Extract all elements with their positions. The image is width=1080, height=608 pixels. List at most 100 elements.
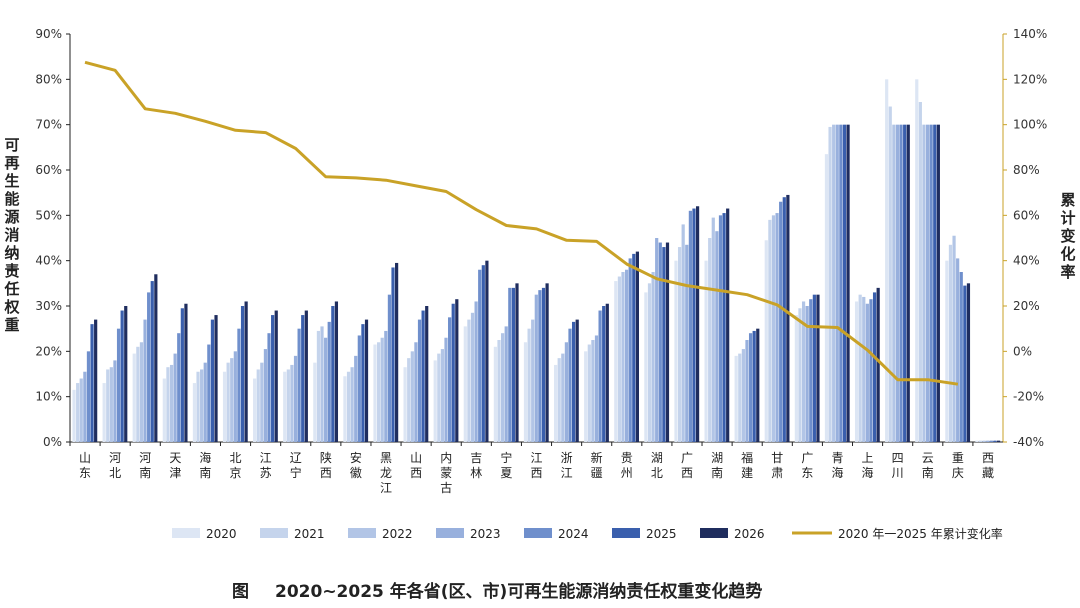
bar-2022 [741,349,745,442]
bar-2025 [722,213,726,442]
bar-2021 [978,440,983,442]
bar-2025 [180,308,184,442]
category-label: 甘肃 [771,451,783,480]
bar-2020 [403,367,407,442]
bar-2022 [350,367,354,442]
bar-2020 [975,440,979,442]
bar-2020 [945,260,949,442]
bar-2024 [989,440,993,442]
left-tick-label: 30% [35,299,62,313]
line-layer [84,60,959,386]
bar-2023 [173,353,177,442]
legend-swatch-2026 [700,528,728,538]
bar-2022 [531,319,535,442]
bar-2021 [377,342,381,442]
category-label: 陕西 [320,450,332,480]
bar-2023 [986,440,990,442]
bar-2020 [614,281,618,442]
bar-2022 [169,364,174,442]
bar-2020 [734,355,738,442]
right-tick-label: -40% [1013,435,1044,449]
bar-2024 [779,201,783,442]
bar-2024 [929,124,933,443]
bar-2021 [527,328,531,442]
bar-2020 [162,378,166,442]
axes: 0% 10% 20% 30% 40% 50% 60% 70% 80% 90% -40% -20% 0% 2… [35,27,1047,449]
bar-2022 [200,369,204,442]
bar-2024 [116,328,121,442]
bar-2023 [263,349,268,442]
bar-2021 [918,102,922,442]
bar-2026 [94,319,98,442]
bar-2026 [635,251,639,442]
category-label: 贵州 [621,451,633,480]
bar-2025 [782,197,786,442]
bar-2022 [79,378,83,442]
bar-2025 [602,306,606,442]
figure-caption: 图 2020~2025 年各省(区、市)可再生能源消纳责任权重变化趋势 [232,581,762,602]
bar-2025 [632,253,636,442]
category-label: 天津 [169,451,181,480]
bar-2024 [538,290,542,442]
bar-2020 [343,376,347,442]
left-tick-label: 40% [35,254,62,268]
category-label: 西藏 [982,451,994,480]
bar-2020 [493,346,498,442]
category-label: 山东 [79,451,91,480]
bar-2026 [304,310,308,442]
bar-2022 [380,337,384,442]
bar-2021 [106,369,110,442]
bar-2025 [150,281,154,442]
bar-2022 [892,124,896,443]
bar-2024 [839,124,843,443]
bar-2024 [177,333,181,442]
legend: 2020 2021 2022 2023 2024 2025 2026 2020 年一2025 … [172,526,1003,541]
bar-2021 [196,371,200,442]
bar-2023 [745,340,749,442]
legend-swatch-2020 [172,528,200,538]
bar-2021 [888,106,892,443]
bar-2025 [963,285,967,442]
legend-label-line: 2020 年一2025 年累计变化率 [838,526,1003,541]
caption-text: 2020~2025 年各省(区、市)可再生能源消纳责任权重变化趋势 [275,581,762,602]
bar-2022 [801,301,806,442]
bar-2022 [139,342,144,442]
bar-2026 [605,303,609,442]
bar-2021 [738,353,742,442]
category-label: 海南 [199,450,211,480]
bar-2024 [899,124,903,443]
bar-2023 [293,355,298,442]
category-label: 黑龙江 [380,451,392,495]
bars-layer [72,79,1001,443]
bar-2026 [124,306,128,442]
bar-2026 [996,440,1001,442]
bar-2022 [621,272,625,442]
category-label: 重庆 [952,451,964,480]
right-tick-label: 0% [1013,344,1032,358]
bar-2020 [72,389,76,442]
bar-2021 [286,369,290,442]
bar-2026 [816,294,820,442]
bar-2025 [331,306,335,442]
category-label: 湖北 [651,450,663,480]
bar-2022 [591,340,595,442]
bar-2021 [407,358,411,442]
bar-2021 [437,353,441,442]
bar-2020 [222,371,227,442]
category-label: 上海 [862,451,874,480]
left-tick-label: 0% [43,435,62,449]
bar-2026 [695,206,700,442]
bar-2021 [467,319,471,442]
left-tick-label: 60% [35,163,62,177]
category-label: 四川 [892,451,904,480]
bar-2020 [192,383,197,442]
bar-2021 [316,330,321,442]
bar-2023 [594,335,599,442]
left-tick-label: 50% [35,208,62,222]
category-label: 湖南 [711,450,723,480]
bar-2021 [768,219,772,442]
bar-2022 [711,217,715,442]
bar-2026 [575,319,579,442]
bar-2021 [647,283,652,442]
